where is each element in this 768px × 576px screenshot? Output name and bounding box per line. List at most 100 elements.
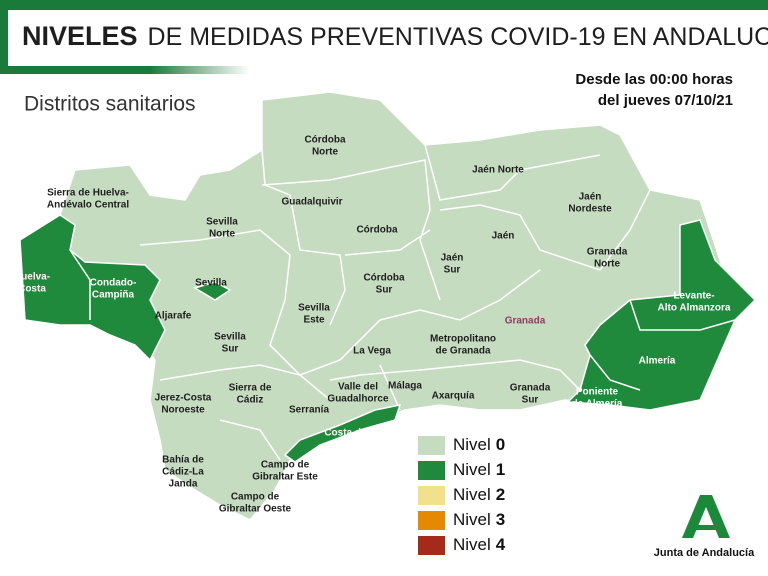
region-level-1 xyxy=(19,214,757,463)
district-label: Serranía xyxy=(289,405,329,416)
legend-item: Nivel 2 xyxy=(453,485,505,504)
map xyxy=(19,91,757,521)
district-label: Sur xyxy=(222,344,239,355)
district-label: Metropolitano xyxy=(430,334,496,345)
district-label: Jerez-Costa xyxy=(155,393,212,404)
region-costa-sol xyxy=(283,404,402,463)
district-label: Sur xyxy=(444,265,461,276)
district-label: Norte xyxy=(312,147,339,158)
district-label: Costa xyxy=(18,284,46,295)
district-label: Campo de xyxy=(261,460,310,471)
district-label: Costa del Sol xyxy=(324,428,388,439)
district-label: de Almería xyxy=(572,399,623,410)
title: NIVELES DE MEDIDAS PREVENTIVAS COVID-19 E… xyxy=(22,21,768,51)
legend-label: Nivel xyxy=(453,535,491,554)
district-label: Córdoba xyxy=(304,135,346,146)
district-label: Condado- xyxy=(90,278,137,289)
legend-swatch xyxy=(418,461,445,480)
logo: Junta de Andalucía xyxy=(654,495,755,559)
district-label: Sevilla xyxy=(298,303,330,314)
district-label: Norte xyxy=(209,229,236,240)
district-label: Campiña xyxy=(92,290,135,301)
district-label: Axarquía xyxy=(432,391,475,402)
district-label: Cádiz xyxy=(237,395,264,406)
legend-label: Nivel xyxy=(453,485,491,504)
title-rest: DE MEDIDAS PREVENTIVAS COVID-19 EN ANDAL… xyxy=(148,22,768,51)
district-label: Granada xyxy=(510,383,551,394)
district-borders xyxy=(589,354,641,391)
legend-swatch xyxy=(418,536,445,555)
district-label: Sierra de Huelva- xyxy=(47,188,129,199)
district-label: Almería xyxy=(639,356,676,367)
date-line: del jueves 07/10/21 xyxy=(598,92,733,109)
legend-swatch xyxy=(418,486,445,505)
district-label: Alto Almanzora xyxy=(658,303,731,314)
logo-bar xyxy=(691,525,721,530)
district-label: Campo de xyxy=(231,492,280,503)
legend-item: Nivel 1 xyxy=(453,460,505,479)
region-east xyxy=(566,219,757,411)
district-label: de Granada xyxy=(435,346,490,357)
district-label: Sierra de xyxy=(229,383,272,394)
district-label: Sevilla xyxy=(195,278,227,289)
legend-item: Nivel 0 xyxy=(453,435,505,454)
district-label: Sur xyxy=(522,395,539,406)
legend-level: 2 xyxy=(496,485,505,504)
top-bar xyxy=(0,0,768,10)
legend-item: Nivel 3 xyxy=(453,510,505,529)
district-label: Jaén xyxy=(579,192,602,203)
legend-level: 1 xyxy=(496,460,505,479)
district-label: La Vega xyxy=(353,346,391,357)
title-bold: NIVELES xyxy=(22,21,138,51)
district-label: Jaén xyxy=(441,253,464,264)
district-label: Norte xyxy=(594,259,621,270)
title-side xyxy=(0,10,8,70)
district-label: Andévalo Central xyxy=(47,200,129,211)
district-borders xyxy=(139,144,651,461)
district-label: Cádiz-La xyxy=(162,467,204,478)
district-label: Poniente xyxy=(576,387,619,398)
district-label: Sevilla xyxy=(206,217,238,228)
legend-item: Nivel 4 xyxy=(453,535,506,554)
district-borders xyxy=(69,249,91,320)
district-label: Sur xyxy=(376,285,393,296)
logo-mark xyxy=(682,495,730,538)
district-label: Janda xyxy=(169,479,198,490)
legend-label: Nivel xyxy=(453,460,491,479)
region-west xyxy=(19,214,166,362)
district-label: Guadalhorce xyxy=(327,394,389,405)
district-label: Levante- xyxy=(673,291,714,302)
district-label: Bahía de xyxy=(162,455,204,466)
district-label: Córdoba xyxy=(356,225,398,236)
district-label: Jaén Norte xyxy=(472,165,524,176)
legend-level: 4 xyxy=(496,535,506,554)
subtitle: Distritos sanitarios xyxy=(24,93,196,116)
legend-level: 3 xyxy=(496,510,505,529)
footer: Junta de Andalucía xyxy=(654,547,755,559)
district-label: Noroeste xyxy=(161,405,205,416)
district-label: Granada xyxy=(505,316,546,327)
district-label: Huelva- xyxy=(14,272,50,283)
district-label: Este xyxy=(303,315,325,326)
region-sevilla xyxy=(193,281,232,301)
date-line: Desde las 00:00 horas xyxy=(575,71,733,88)
district-label: Málaga xyxy=(388,381,422,392)
legend-label: Nivel xyxy=(453,510,491,529)
district-label: Guadalquivir xyxy=(281,197,342,208)
legend-swatch xyxy=(418,511,445,530)
district-label: Jaén xyxy=(492,231,515,242)
district-label: Valle del xyxy=(338,382,378,393)
district-label: Gibraltar Oeste xyxy=(219,504,292,515)
legend-label: Nivel xyxy=(453,435,491,454)
district-label: Sevilla xyxy=(214,332,246,343)
legend-swatch xyxy=(418,436,445,455)
title-underline xyxy=(0,66,250,74)
legend: Nivel 0 Nivel 1 Nivel 2 Nivel 3 Nivel 4 xyxy=(418,435,506,555)
district-label: Córdoba xyxy=(363,273,405,284)
district-label: Gibraltar Este xyxy=(252,472,318,483)
district-label: Granada xyxy=(587,247,628,258)
district-label: Aljarafe xyxy=(155,311,192,322)
legend-level: 0 xyxy=(496,435,505,454)
